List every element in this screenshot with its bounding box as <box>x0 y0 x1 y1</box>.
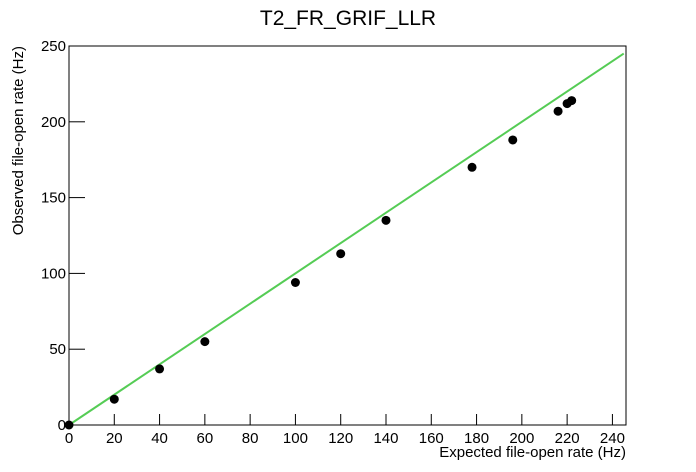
point <box>381 215 391 225</box>
x-tick-label: 160 <box>419 430 444 447</box>
point <box>200 337 210 347</box>
point <box>553 106 563 116</box>
x-tick-label: 220 <box>555 430 580 447</box>
fit-line <box>68 52 625 426</box>
x-tick-label: 60 <box>197 430 214 447</box>
y-tick-label: 0 <box>58 417 66 434</box>
point <box>290 277 300 287</box>
x-tick-label: 80 <box>242 430 259 447</box>
x-tick-label: 180 <box>464 430 489 447</box>
plot-frame <box>68 45 627 426</box>
point <box>64 420 74 430</box>
x-tick-label: 100 <box>283 430 308 447</box>
x-axis-title: Expected file-open rate (Hz) <box>439 444 626 461</box>
x-tick-label: 240 <box>600 430 625 447</box>
x-tick-label: 200 <box>509 430 534 447</box>
y-tick-label: 50 <box>49 341 66 358</box>
x-tick-label: 140 <box>373 430 398 447</box>
point <box>467 162 477 172</box>
point <box>508 135 518 145</box>
y-tick-label: 200 <box>41 114 66 131</box>
point <box>336 249 346 259</box>
y-tick-label: 100 <box>41 265 66 282</box>
point <box>155 364 165 374</box>
y-tick-label: 250 <box>41 38 66 55</box>
y-axis-title: Observed file-open rate (Hz) <box>10 46 27 235</box>
x-tick-label: 0 <box>65 430 73 447</box>
point <box>109 394 119 404</box>
x-tick-label: 20 <box>106 430 123 447</box>
chart-title: T2_FR_GRIF_LLR <box>260 7 436 30</box>
x-tick-label: 120 <box>328 430 353 447</box>
x-tick-label: 40 <box>151 430 168 447</box>
point <box>567 96 577 106</box>
y-tick-label: 150 <box>41 190 66 207</box>
